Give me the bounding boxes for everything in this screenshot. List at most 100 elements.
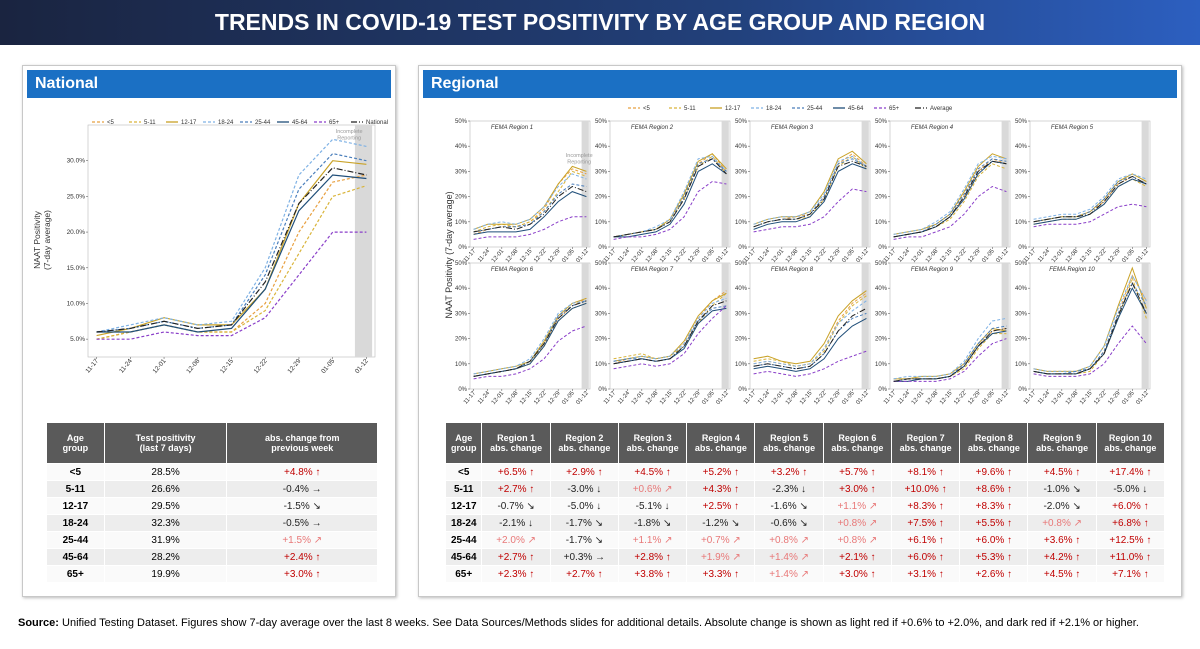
x-tick-label: 11-24: [617, 248, 632, 264]
series-line: 65+: [613, 305, 727, 370]
x-tick-label: 11-24: [617, 390, 632, 406]
table-cell: -2.0% ↘: [1027, 497, 1097, 515]
series-line: 65+: [753, 188, 867, 233]
table-cell: +5.7% ↑: [822, 463, 892, 481]
table-row: 18-24 32.3% -0.5% →: [46, 514, 378, 532]
table-cell: +9.6% ↑: [959, 463, 1029, 481]
source-text: Unified Testing Dataset. Figures show 7-…: [58, 617, 1139, 629]
series-line: 65+: [1033, 325, 1147, 377]
table-cell: -1.6% ↘: [754, 497, 824, 515]
plot-area: [469, 262, 591, 390]
age-cell: 65+: [444, 565, 483, 583]
x-tick-label: 12-08: [925, 390, 940, 406]
x-tick-label: 12-15: [939, 248, 954, 264]
incomplete-band: [581, 121, 589, 247]
y-tick-label: 20%: [875, 337, 888, 343]
table-row: 5-11 26.6% -0.4% →: [46, 480, 378, 498]
legend-label: 45-64: [848, 106, 864, 112]
table-cell: +4.3% ↑: [686, 480, 756, 498]
series-line: 25-44: [1033, 175, 1147, 223]
age-cell: 18-24: [444, 514, 483, 532]
series-line: 65+: [753, 350, 867, 377]
y-tick-label: 20%: [735, 195, 748, 201]
table-cell: +2.8% ↑: [617, 548, 688, 566]
table-cell: +4.5% ↑: [1027, 565, 1097, 583]
legend-label: 12-17: [725, 106, 741, 112]
chart-title: FEMA Region 9: [911, 267, 954, 273]
x-tick-label: 01-05: [701, 390, 716, 406]
y-tick-label: 0%: [878, 387, 887, 393]
chart-title: FEMA Region 6: [491, 267, 534, 273]
x-tick-label: 01-12: [995, 390, 1010, 406]
x-tick-label: 01-12: [995, 248, 1010, 264]
age-cell: 25-44: [46, 531, 105, 549]
age-cell: 45-64: [46, 548, 105, 566]
plot-area: [749, 120, 871, 248]
legend-label: 65+: [329, 120, 340, 126]
y-tick-label: 5.0%: [70, 336, 85, 343]
table-row: 25-44 31.9% +1.5% ↗: [46, 531, 378, 549]
x-tick-label: 11-24: [477, 390, 492, 406]
plot-area: [889, 120, 1011, 248]
x-tick-label: 01-12: [855, 248, 870, 264]
table-cell: +3.0% ↑: [822, 565, 892, 583]
x-tick-label: 12-08: [645, 248, 660, 264]
table-cell: +17.4% ↑: [1095, 463, 1166, 481]
y-tick-label: 0%: [458, 245, 467, 251]
source-note: Source: Unified Testing Dataset. Figures…: [18, 617, 1188, 629]
x-tick-label: 11-17: [84, 358, 100, 375]
x-tick-label: 12-01: [631, 390, 646, 406]
header-cell: Region 3 abs. change: [617, 422, 688, 464]
y-tick-label: 10%: [875, 362, 888, 368]
legend-label: National: [366, 120, 388, 126]
y-tick-label: 50%: [1015, 261, 1028, 267]
y-tick-label: 0%: [1018, 387, 1027, 393]
table-cell: +2.5% ↑: [686, 497, 756, 515]
table-cell: +2.4% ↑: [226, 548, 378, 566]
series-line: 25-44: [753, 158, 867, 228]
table-cell: +0.7% ↗: [686, 531, 756, 549]
table-cell: +8.3% ↑: [959, 497, 1029, 515]
x-tick-label: 12-22: [813, 248, 828, 264]
table-cell: +2.3% ↑: [481, 565, 551, 583]
x-tick-label: 12-22: [673, 248, 688, 264]
plot-area: [609, 262, 731, 390]
x-tick-label: 12-08: [1065, 248, 1080, 264]
legend-label: <5: [107, 120, 115, 126]
x-tick-label: 01-05: [1121, 248, 1136, 264]
table-row: 45-64 28.2% +2.4% ↑: [46, 548, 378, 566]
table-cell: -5.0% ↓: [549, 497, 619, 515]
y-tick-label: 20%: [735, 337, 748, 343]
x-tick-label: 12-22: [1093, 248, 1108, 264]
table-cell: +4.5% ↑: [617, 463, 688, 481]
y-tick-label: 20%: [875, 195, 888, 201]
line-chart: 0%10%20%30%40%50%11-17 11-24 12-01 12-08 12-…: [735, 261, 870, 406]
header-cell: Region 1 abs. change: [481, 422, 551, 464]
table-cell: +2.0% ↗: [481, 531, 551, 549]
chart-title: FEMA Region 3: [771, 125, 814, 131]
series-line: 18-24: [893, 155, 1007, 235]
x-tick-label: 11-24: [1037, 248, 1052, 264]
incomplete-band: [721, 263, 729, 389]
plot-area: [749, 262, 871, 390]
table-cell: +1.4% ↗: [754, 565, 824, 583]
x-tick-label: 12-08: [785, 248, 800, 264]
table-cell: -5.1% ↓: [617, 497, 688, 515]
table-cell: +2.6% ↑: [959, 565, 1029, 583]
table-cell: +3.0% ↑: [822, 480, 892, 498]
series-line: Average: [1033, 175, 1147, 223]
y-tick-label: 10%: [595, 220, 608, 226]
series-line: [473, 165, 587, 230]
y-tick-label: 30%: [595, 311, 608, 317]
x-tick-label: 12-01: [631, 248, 646, 264]
table-cell: +1.5% ↗: [226, 531, 378, 549]
x-tick-label: 01-05: [841, 390, 856, 406]
legend-label: 5-11: [684, 106, 696, 112]
x-tick-label: 12-08: [645, 390, 660, 406]
y-tick-label: 20%: [1015, 337, 1028, 343]
y-tick-label: 30%: [875, 311, 888, 317]
line-chart: 0%10%20%30%40%50%11-17 11-24 12-01 12-08 12-…: [875, 261, 1010, 406]
y-tick-label: 40%: [735, 286, 748, 292]
x-tick-label: 12-01: [771, 390, 786, 406]
